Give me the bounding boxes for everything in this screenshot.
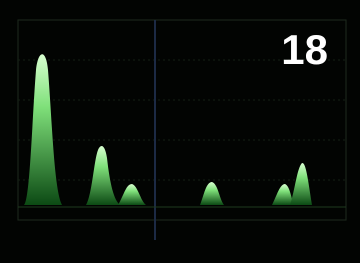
page: {"label": "18"} 18 (() => { const data =… xyxy=(0,0,360,263)
spectrum-display: 18 xyxy=(0,0,360,263)
frame-number: 18 xyxy=(281,26,328,73)
